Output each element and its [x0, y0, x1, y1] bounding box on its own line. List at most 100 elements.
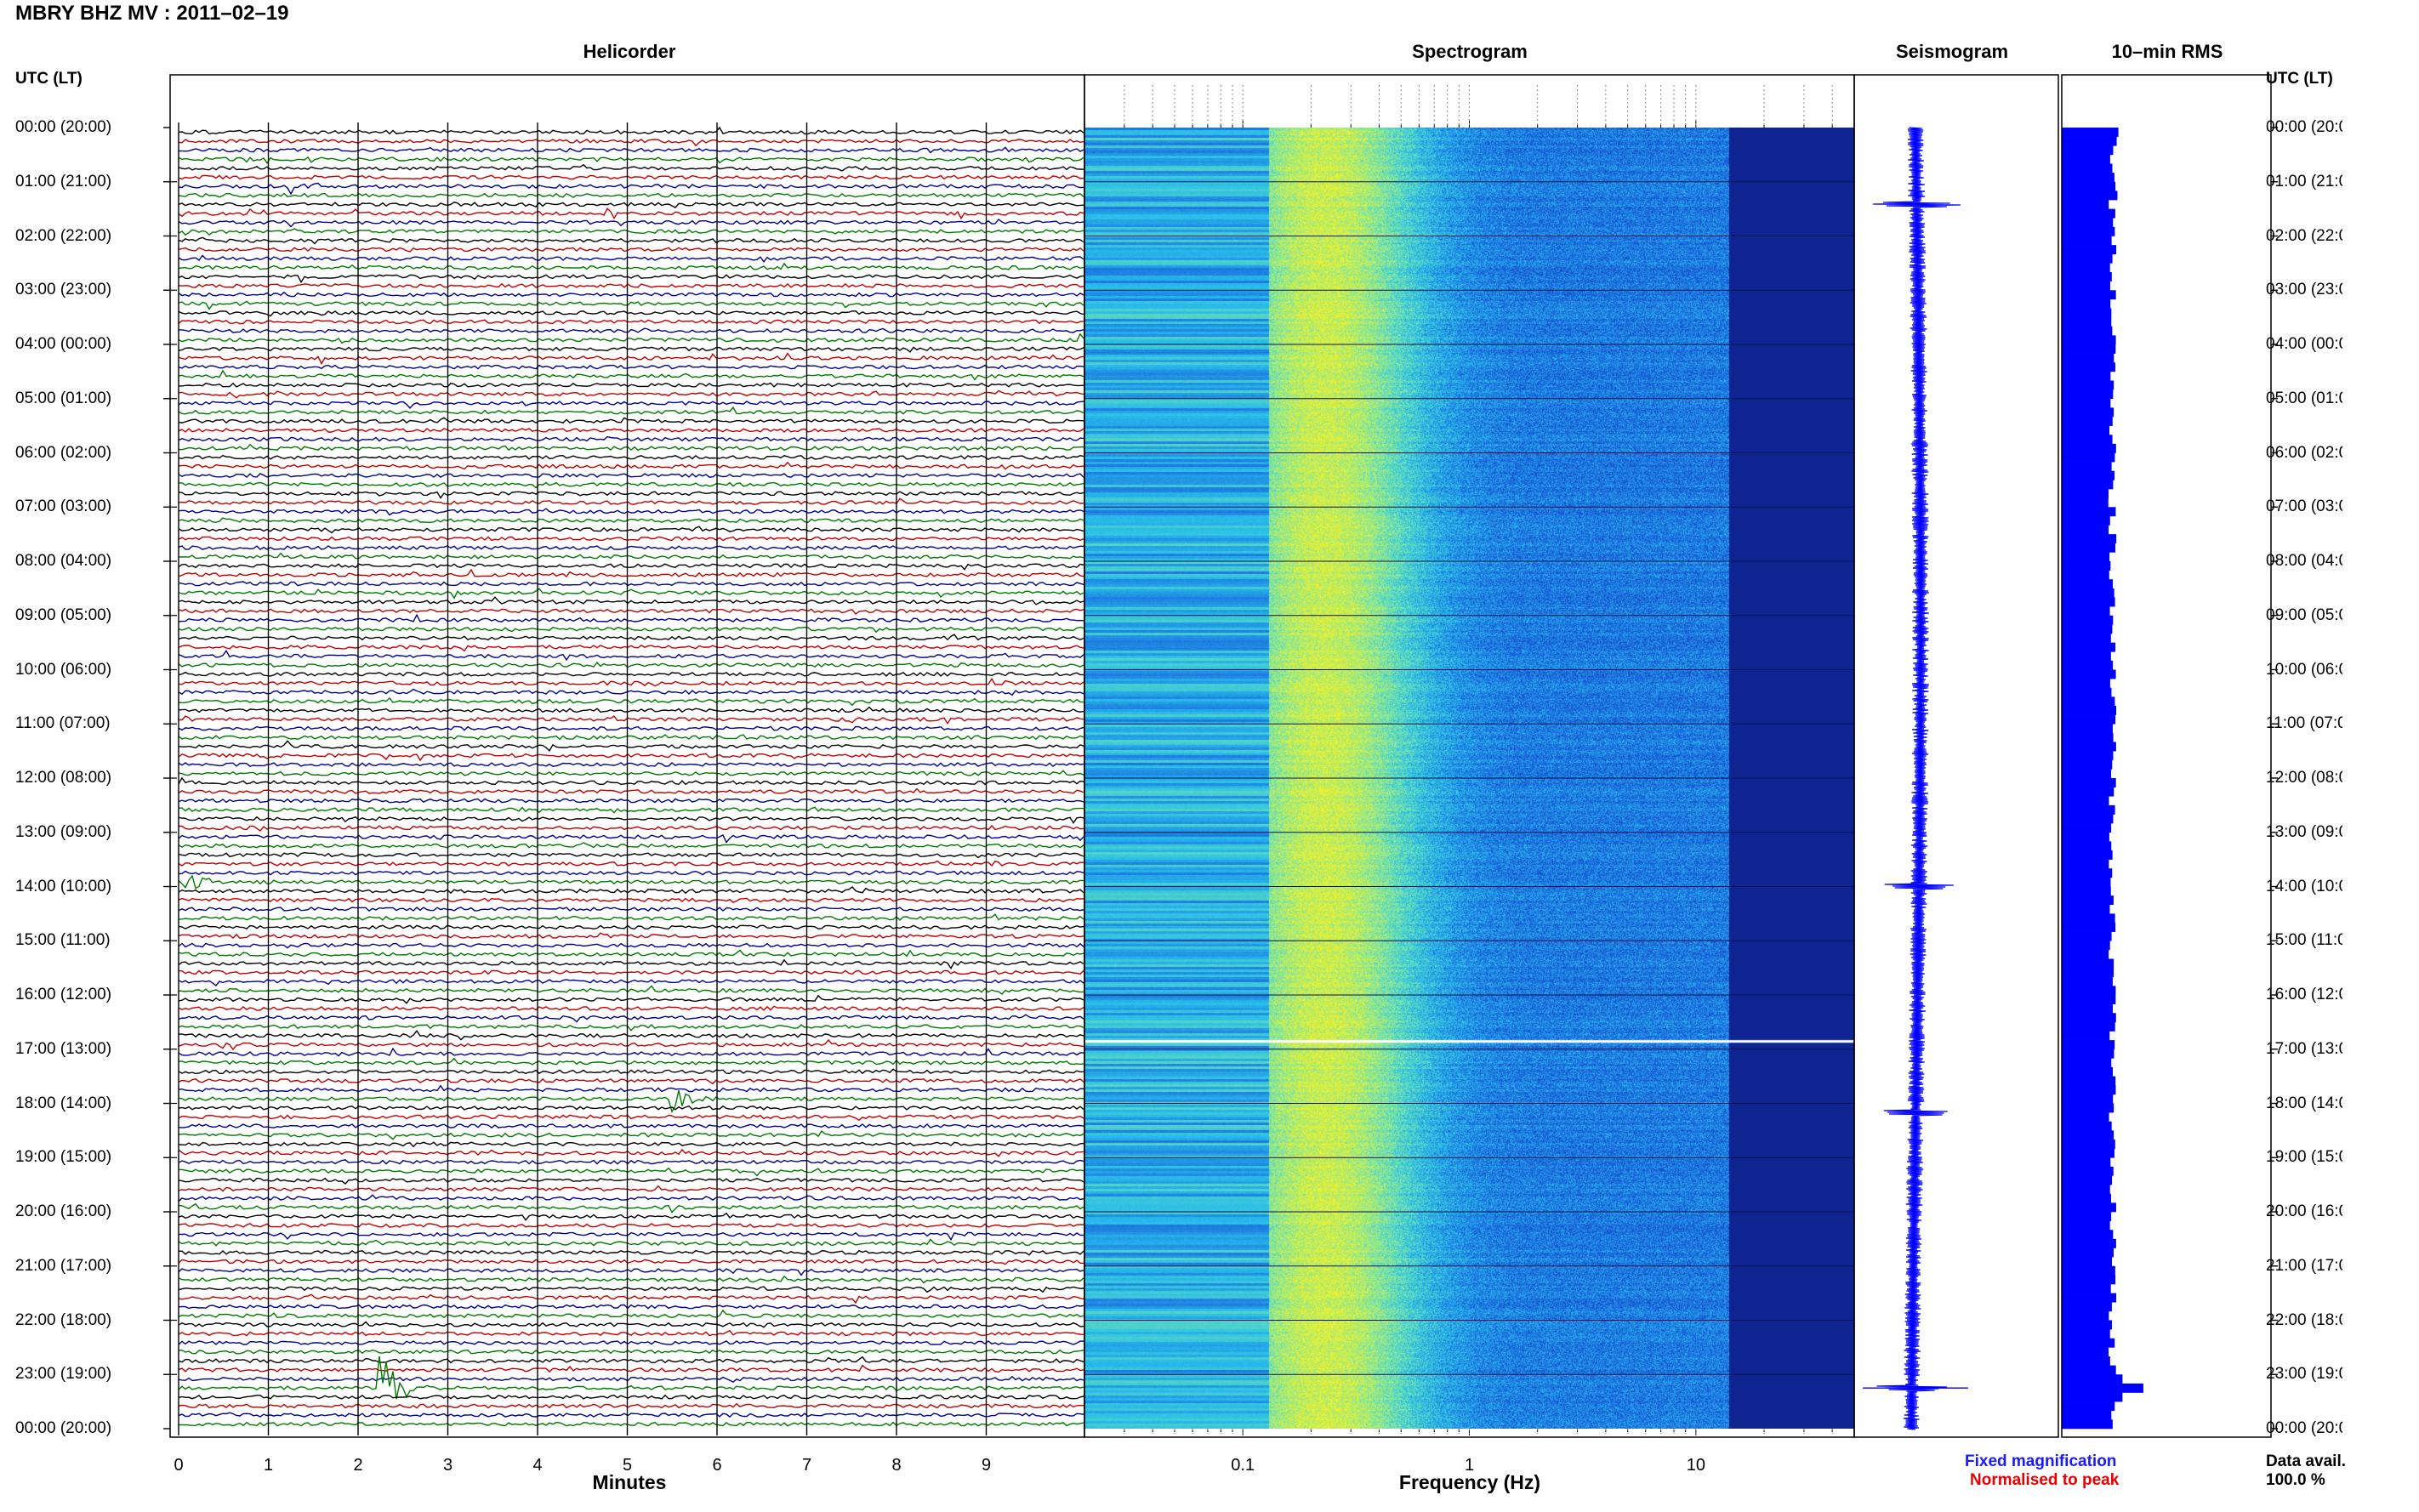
rms-title: 10–min RMS: [2111, 41, 2223, 62]
helicorder-trace: [178, 1212, 1084, 1221]
helicorder-trace: [178, 1249, 1084, 1256]
helicorder-trace: [178, 174, 1084, 180]
helicorder-trace: [178, 932, 1084, 939]
helicorder-trace: [178, 1402, 1084, 1409]
rms-bar: [2062, 208, 2115, 219]
rms-bar: [2062, 958, 2114, 969]
rms-bar: [2062, 290, 2116, 300]
helicorder-trace: [178, 671, 1084, 677]
helicorder-trace: [178, 851, 1084, 859]
helicorder-trace: [178, 207, 1084, 220]
time-label-left: 20:00 (16:00): [15, 1202, 112, 1220]
rms-bar: [2062, 1112, 2109, 1123]
rms-bar: [2062, 407, 2114, 418]
rms-bar: [2062, 923, 2116, 932]
rms-bar: [2062, 724, 2113, 734]
rms-bar: [2062, 660, 2114, 670]
helicorder-title: Helicorder: [583, 41, 676, 62]
rms-bar: [2062, 1076, 2116, 1086]
time-label-right: 19:00 (15:00): [2266, 1148, 2342, 1167]
rms-bar: [2062, 1193, 2112, 1203]
helicorder-trace: [178, 870, 1084, 876]
helicorder-trace: [178, 1321, 1084, 1328]
time-label-right: 21:00 (17:00): [2266, 1256, 2342, 1275]
rms-bar: [2062, 1383, 2143, 1393]
helicorder-trace: [178, 985, 1084, 995]
rms-bar: [2062, 796, 2109, 806]
rms-bar: [2062, 877, 2111, 887]
rms-bar: [2062, 272, 2112, 281]
helicorder-trace: [178, 156, 1084, 164]
rms-bar: [2062, 1049, 2114, 1059]
helicorder-trace: [178, 291, 1084, 298]
helicorder-trace: [178, 163, 1084, 172]
time-label-right: 13:00 (09:00): [2266, 822, 2342, 841]
helicorder-trace: [178, 885, 1084, 895]
time-label-left: 21:00 (17:00): [15, 1256, 112, 1275]
helicorder-trace: [179, 824, 1084, 833]
rms-bar: [2062, 1310, 2109, 1321]
time-label-right: 06:00 (02:00): [2266, 443, 2342, 462]
rms-bar: [2062, 588, 2114, 598]
time-label-left: 15:00 (11:00): [15, 931, 111, 950]
helicorder-trace: [178, 688, 1084, 696]
rms-bar: [2062, 1329, 2110, 1339]
minute-tick-label: 3: [442, 1456, 453, 1475]
rms-bar: [2062, 1338, 2115, 1348]
minutes-axis-label: Minutes: [592, 1471, 667, 1493]
minute-tick-label: 6: [712, 1456, 722, 1475]
time-label-left: 19:00 (15:00): [15, 1148, 112, 1167]
time-label-left: 08:00 (04:00): [15, 552, 112, 570]
rms-bar: [2062, 1067, 2113, 1077]
helicorder-trace: [178, 913, 1084, 921]
minute-tick-label: 0: [174, 1456, 184, 1475]
minute-tick-label: 8: [891, 1456, 902, 1475]
helicorder-trace: [178, 634, 1084, 641]
rms-bar: [2062, 687, 2112, 697]
helicorder-trace: [178, 1185, 1084, 1192]
time-label-right: 08:00 (04:00): [2266, 552, 2342, 570]
helicorder-trace: [178, 770, 1084, 776]
rms-bar: [2062, 696, 2115, 707]
helicorder-trace: [178, 1356, 1084, 1400]
helicorder-trace: [178, 236, 1084, 245]
time-label-right: 17:00 (13:00): [2266, 1039, 2342, 1058]
time-label-right: 09:00 (05:00): [2266, 605, 2342, 624]
minute-tick-label: 4: [532, 1456, 543, 1475]
time-label-left: 07:00 (03:00): [15, 497, 112, 516]
helicorder-trace: [179, 327, 1084, 333]
rms-bar: [2062, 968, 2114, 978]
helicorder-trace: [178, 662, 1084, 668]
rms-bar: [2062, 759, 2113, 770]
rms-bar: [2062, 543, 2115, 553]
helicorder-trace: [178, 816, 1084, 824]
minute-tick-label: 9: [981, 1456, 992, 1475]
helicorder-trace: [178, 924, 1084, 930]
chart-title: MBRY BHZ MV : 2011–02–19: [15, 2, 289, 25]
rms-bar: [2062, 904, 2110, 914]
rms-bar: [2062, 1257, 2112, 1267]
rms-bar: [2062, 832, 2109, 842]
time-label-right: 10:00 (06:00): [2266, 660, 2342, 679]
helicorder-trace: [178, 1068, 1084, 1075]
helicorder-trace: [178, 787, 1084, 794]
rms-bar: [2062, 941, 2110, 951]
helicorder-trace: [178, 310, 1084, 317]
helicorder-trace: [178, 481, 1084, 489]
helicorder-trace: [178, 969, 1084, 975]
helicorder-trace: [178, 1329, 1084, 1337]
rms-bar: [2062, 850, 2113, 860]
rms-bar: [2062, 895, 2114, 906]
helicorder-trace: [178, 352, 1084, 365]
helicorder-trace: [178, 1129, 1084, 1140]
rms-bar: [2062, 263, 2110, 273]
rms-bar: [2062, 1275, 2116, 1285]
time-label-left: 02:00 (22:00): [15, 226, 112, 245]
rms-bar: [2062, 1293, 2117, 1303]
rms-bar: [2062, 317, 2112, 327]
rms-bar: [2062, 669, 2116, 679]
rms-bar: [2062, 1157, 2111, 1168]
helicorder-trace: [178, 650, 1084, 662]
time-label-right: 01:00 (21:00): [2266, 172, 2342, 190]
rms-bar: [2062, 1003, 2113, 1014]
